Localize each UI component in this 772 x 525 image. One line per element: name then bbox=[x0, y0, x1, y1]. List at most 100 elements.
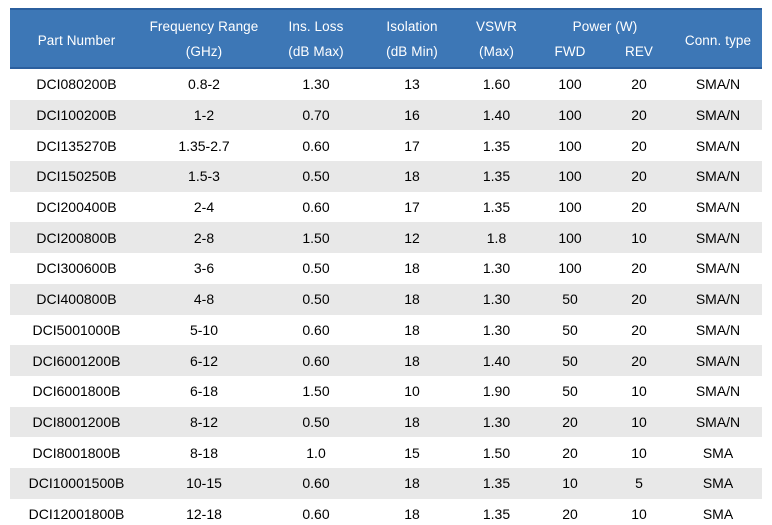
col-header-power-group: Power (W) bbox=[536, 8, 674, 39]
cell-part-number: DCI8001200B bbox=[32, 413, 121, 430]
cell-conn-type: SMA/N bbox=[695, 260, 741, 277]
cell-conn-type: SMA bbox=[702, 505, 734, 522]
cell-frequency-range: 6-18 bbox=[189, 383, 219, 400]
cell-part-number: DCI6001800B bbox=[32, 383, 121, 400]
cell-ins-loss: 0.60 bbox=[302, 352, 330, 369]
cell-ins-loss: 0.50 bbox=[302, 260, 330, 277]
cell-part-number: DCI12001800B bbox=[28, 505, 125, 522]
cell-ins-loss: 1.0 bbox=[306, 444, 326, 461]
cell-power-rev: 20 bbox=[631, 352, 647, 369]
cell-power-rev: 20 bbox=[631, 76, 647, 93]
col-header-conn-type: Conn. type bbox=[674, 8, 762, 69]
cell-power-fwd: 100 bbox=[558, 260, 582, 277]
cell-vswr: 1.90 bbox=[482, 383, 511, 400]
cell-conn-type: SMA/N bbox=[695, 352, 741, 369]
cell-vswr: 1.30 bbox=[482, 291, 511, 308]
cell-frequency-range: 0.8-2 bbox=[188, 76, 220, 93]
table-row: DCI6001800B 6-18 1.50 10 1.90 50 10 SMA/… bbox=[10, 375, 762, 407]
cell-conn-type: SMA/N bbox=[695, 199, 741, 216]
cell-conn-type: SMA/N bbox=[695, 413, 741, 430]
cell-power-rev: 10 bbox=[631, 229, 647, 246]
cell-frequency-range: 1.5-3 bbox=[188, 168, 220, 185]
cell-power-fwd: 100 bbox=[558, 137, 582, 154]
cell-power-fwd: 100 bbox=[558, 229, 582, 246]
cell-isolation: 18 bbox=[404, 168, 420, 185]
cell-part-number: DCI200800B bbox=[36, 229, 117, 246]
cell-isolation: 18 bbox=[404, 505, 420, 522]
cell-ins-loss: 0.50 bbox=[302, 291, 330, 308]
cell-ins-loss: 0.60 bbox=[302, 475, 330, 492]
cell-isolation: 18 bbox=[404, 291, 420, 308]
cell-isolation: 13 bbox=[404, 76, 420, 93]
cell-conn-type: SMA/N bbox=[695, 76, 741, 93]
cell-isolation: 18 bbox=[404, 260, 420, 277]
cell-isolation: 17 bbox=[404, 199, 420, 216]
cell-power-fwd: 50 bbox=[562, 291, 578, 308]
cell-ins-loss: 0.50 bbox=[302, 413, 330, 430]
cell-power-rev: 10 bbox=[631, 383, 647, 400]
cell-conn-type: SMA/N bbox=[695, 107, 741, 124]
cell-ins-loss: 1.50 bbox=[302, 383, 330, 400]
cell-vswr: 1.35 bbox=[482, 475, 511, 492]
cell-isolation: 18 bbox=[404, 413, 420, 430]
col-header-power-fwd: FWD bbox=[536, 39, 604, 69]
cell-power-fwd: 100 bbox=[558, 107, 582, 124]
table-header: Part Number Frequency Range Ins. Loss Is… bbox=[10, 8, 762, 69]
cell-isolation: 18 bbox=[404, 352, 420, 369]
cell-conn-type: SMA/N bbox=[695, 383, 741, 400]
cell-conn-type: SMA bbox=[702, 475, 734, 492]
cell-power-rev: 20 bbox=[631, 321, 647, 338]
cell-vswr: 1.50 bbox=[482, 444, 511, 461]
cell-frequency-range: 12-18 bbox=[186, 505, 222, 522]
cell-frequency-range: 1-2 bbox=[193, 107, 215, 124]
cell-power-fwd: 20 bbox=[562, 413, 578, 430]
table-row: DCI200400B 2-4 0.60 17 1.35 100 20 SMA/N bbox=[10, 191, 762, 223]
cell-vswr: 1.40 bbox=[482, 352, 511, 369]
cell-conn-type: SMA/N bbox=[695, 229, 741, 246]
col-header-power-rev: REV bbox=[604, 39, 674, 69]
table-row: DCI135270B 1.35-2.7 0.60 17 1.35 100 20 … bbox=[10, 130, 762, 162]
cell-power-fwd: 20 bbox=[562, 444, 578, 461]
col-header-vswr: VSWR bbox=[457, 8, 536, 39]
cell-power-rev: 20 bbox=[631, 291, 647, 308]
col-header-vswr-unit: (Max) bbox=[457, 39, 536, 69]
cell-conn-type: SMA/N bbox=[695, 291, 741, 308]
cell-conn-type: SMA bbox=[702, 444, 734, 461]
cell-power-rev: 20 bbox=[631, 260, 647, 277]
cell-conn-type: SMA/N bbox=[695, 137, 741, 154]
cell-vswr: 1.35 bbox=[482, 199, 511, 216]
cell-ins-loss: 0.60 bbox=[302, 321, 330, 338]
cell-isolation: 18 bbox=[404, 321, 420, 338]
table-row: DCI400800B 4-8 0.50 18 1.30 50 20 SMA/N bbox=[10, 283, 762, 315]
cell-frequency-range: 2-4 bbox=[193, 199, 215, 216]
col-header-frequency-range: Frequency Range bbox=[143, 8, 265, 39]
cell-part-number: DCI10001500B bbox=[28, 475, 125, 492]
table-row: DCI8001200B 8-12 0.50 18 1.30 20 10 SMA/… bbox=[10, 406, 762, 438]
cell-ins-loss: 0.70 bbox=[302, 107, 330, 124]
cell-isolation: 12 bbox=[404, 229, 420, 246]
cell-power-rev: 10 bbox=[631, 505, 647, 522]
col-header-part-number: Part Number bbox=[10, 8, 143, 69]
cell-frequency-range: 5-10 bbox=[189, 321, 219, 338]
cell-isolation: 10 bbox=[404, 383, 420, 400]
cell-power-rev: 20 bbox=[631, 199, 647, 216]
col-header-isolation-unit: (dB Min) bbox=[367, 39, 457, 69]
product-spec-table: Part Number Frequency Range Ins. Loss Is… bbox=[10, 8, 762, 525]
cell-conn-type: SMA/N bbox=[695, 168, 741, 185]
cell-frequency-range: 2-8 bbox=[193, 229, 215, 246]
cell-frequency-range: 1.35-2.7 bbox=[178, 137, 230, 154]
col-header-ins-loss-unit: (dB Max) bbox=[265, 39, 367, 69]
cell-frequency-range: 8-18 bbox=[189, 444, 219, 461]
cell-frequency-range: 10-15 bbox=[186, 475, 222, 492]
cell-frequency-range: 8-12 bbox=[189, 413, 219, 430]
cell-vswr: 1.60 bbox=[482, 76, 511, 93]
cell-power-rev: 20 bbox=[631, 107, 647, 124]
cell-part-number: DCI5001000B bbox=[32, 321, 121, 338]
cell-power-fwd: 50 bbox=[562, 352, 578, 369]
cell-vswr: 1.30 bbox=[482, 413, 511, 430]
cell-conn-type: SMA/N bbox=[695, 321, 741, 338]
col-header-ins-loss: Ins. Loss bbox=[265, 8, 367, 39]
cell-isolation: 18 bbox=[404, 475, 420, 492]
table-row: DCI300600B 3-6 0.50 18 1.30 100 20 SMA/N bbox=[10, 253, 762, 284]
